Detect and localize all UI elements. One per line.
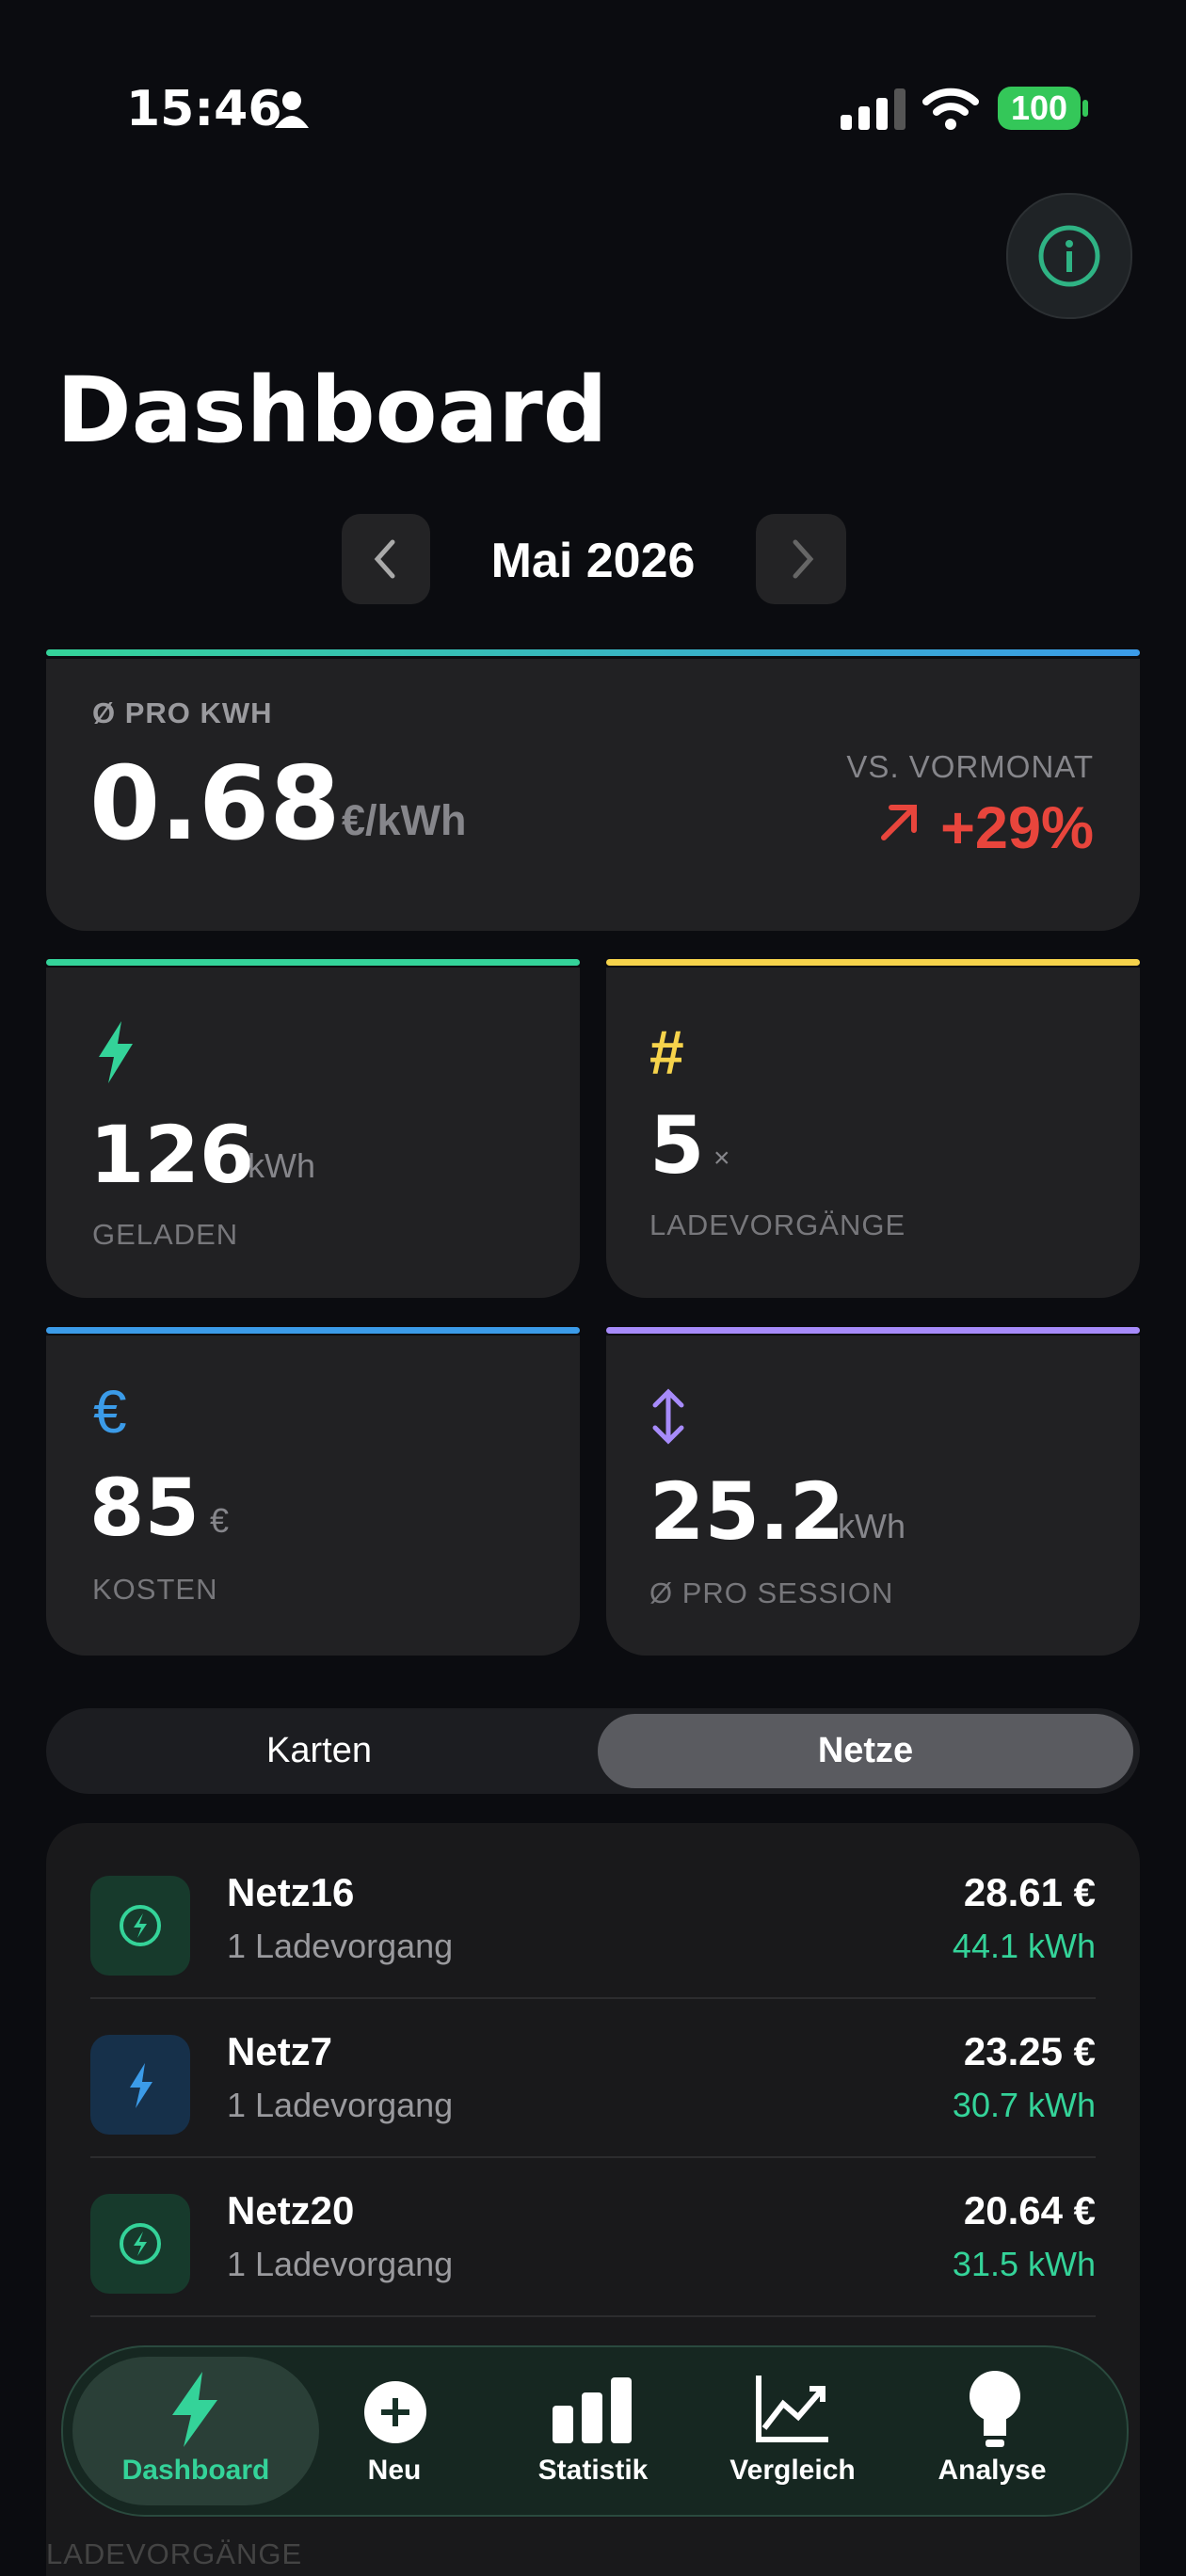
network-cost: 20.64 € [963,2188,1096,2232]
chevron-right [793,539,814,579]
row-separator [90,2156,1096,2158]
card-accent [606,1327,1140,1334]
chevron-left [374,539,395,579]
stat-unit: kWh [838,1507,906,1545]
card-unit: €/kWh [342,796,467,844]
stat-card: # 5 × LADEVORGÄNGE [606,968,1140,1298]
page-title: Dashboard [56,358,608,463]
card-accent [606,959,1140,966]
network-sessions: 1 Ladevorgang [227,2086,454,2124]
network-icon [90,2035,190,2135]
month-label: Mai 2026 [490,534,696,588]
tab-label[interactable]: Dashboard [121,2455,270,2486]
stat-unit: × [713,1143,730,1174]
network-energy: 31.5 kWh [952,2245,1096,2283]
stat-value: 85 [89,1462,200,1554]
segment-option-selected[interactable]: Netze [598,1714,1133,1788]
wifi-icon [922,88,979,130]
network-icon-glyph [120,1905,161,1946]
network-row[interactable]: Netz20 1 Ladevorgang 20.64 € 31.5 kWh [46,2179,1140,2338]
user-icon [275,91,309,128]
stat-unit: € [210,1501,230,1540]
stat-label: LADEVORGÄNGE [649,1208,906,1241]
network-name: Netz7 [227,2029,333,2073]
stat-label: KOSTEN [92,1573,218,1606]
section-title: LADEVORGÄNGE [46,2537,303,2570]
trend-arrow [881,805,917,840]
stat-card: 126 kWh GELADEN [46,968,580,1298]
row-separator [90,2315,1096,2317]
card-accent [46,649,1140,656]
stat-value: 126 [89,1109,255,1201]
network-cost: 28.61 € [963,1870,1096,1914]
status-time: 15:46 [126,81,282,137]
network-name: Netz20 [227,2188,355,2232]
stat-label: Ø PRO SESSION [649,1576,894,1609]
battery-tip [1082,100,1088,117]
network-energy: 30.7 kWh [952,2086,1096,2124]
tab-bar: Dashboard Neu Statistik Vergleich Analyse [61,2345,1129,2517]
compare-label: VS. VORMONAT [846,749,1094,784]
tab-icon [970,2371,1020,2447]
updown-icon [652,1388,684,1445]
stat-unit: kWh [248,1146,315,1185]
network-row[interactable]: Netz7 1 Ladevorgang 23.25 € 30.7 kWh [46,2020,1140,2179]
tab-label[interactable]: Analyse [938,2455,1047,2486]
segmented-control: Karten Netze [46,1708,1140,1794]
info-icon [1038,225,1100,287]
network-sessions: 1 Ladevorgang [227,1927,454,1965]
network-icon [90,1876,190,1976]
network-icon-glyph [120,2223,161,2264]
stat-card: 25.2 kWh Ø PRO SESSION [606,1336,1140,1656]
stat-value: 5 [649,1099,705,1192]
signal-icon [841,88,906,130]
hash-icon: # [649,1017,684,1087]
tab-label[interactable]: Statistik [537,2455,649,2486]
tab-icon [553,2377,632,2443]
next-month-button[interactable] [756,514,846,604]
card-accent [46,1327,580,1334]
bolt-icon [99,1021,133,1083]
info-button[interactable] [1006,193,1132,319]
tab-icon [756,2376,828,2442]
network-name: Netz16 [227,1870,355,1914]
tab-label[interactable]: Vergleich [729,2455,856,2486]
tab-icon [172,2372,217,2447]
card-label: Ø PRO KWH [92,696,273,729]
network-icon [90,2194,190,2294]
change-value: +29% [940,795,1094,861]
network-icon-glyph [130,2063,152,2108]
network-row[interactable]: Netz16 1 Ladevorgang 28.61 € 44.1 kWh [46,1861,1140,2020]
euro-icon: € [93,1378,127,1446]
row-separator [90,1997,1096,1999]
segment-option[interactable]: Karten [266,1731,372,1770]
card-accent [46,959,580,966]
prev-month-button[interactable] [342,514,430,604]
battery: 100 [998,87,1081,130]
card-value: 0.68 [89,745,341,863]
stat-card: € 85 € KOSTEN [46,1336,580,1656]
average-card: Ø PRO KWH 0.68 €/kWh VS. VORMONAT +29% [46,659,1140,931]
stat-label: GELADEN [92,1218,239,1251]
network-sessions: 1 Ladevorgang [227,2245,454,2283]
stat-value: 25.2 [649,1465,845,1558]
network-cost: 23.25 € [963,2029,1096,2073]
network-energy: 44.1 kWh [952,1927,1096,1965]
tab-icon [364,2381,426,2443]
tab-label[interactable]: Neu [367,2455,422,2486]
